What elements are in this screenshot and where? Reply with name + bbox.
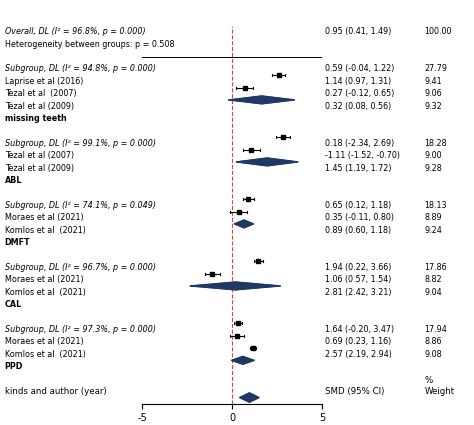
- Text: CAL: CAL: [5, 300, 22, 309]
- Text: Komlos et al  (2021): Komlos et al (2021): [5, 226, 86, 235]
- Text: Subgroup, DL (I² = 74.1%, p = 0.049): Subgroup, DL (I² = 74.1%, p = 0.049): [5, 201, 156, 210]
- Text: 0.95 (0.41, 1.49): 0.95 (0.41, 1.49): [325, 27, 391, 36]
- Text: Tezal et al (2009): Tezal et al (2009): [5, 164, 74, 173]
- Text: SMD (95% CI): SMD (95% CI): [325, 387, 384, 396]
- Text: 2.81 (2.42, 3.21): 2.81 (2.42, 3.21): [325, 288, 391, 297]
- Text: Overall, DL (I² = 96.8%, p = 0.000): Overall, DL (I² = 96.8%, p = 0.000): [5, 27, 146, 36]
- Text: 0.59 (-0.04, 1.22): 0.59 (-0.04, 1.22): [325, 65, 394, 74]
- Text: Laprise et al (2016): Laprise et al (2016): [5, 77, 83, 86]
- Text: Subgroup, DL (I² = 97.3%, p = 0.000): Subgroup, DL (I² = 97.3%, p = 0.000): [5, 325, 156, 334]
- Text: 9.08: 9.08: [424, 350, 442, 359]
- Text: 9.04: 9.04: [424, 288, 442, 297]
- Polygon shape: [236, 158, 298, 166]
- Text: Moraes et al (2021): Moraes et al (2021): [5, 275, 83, 284]
- Text: kinds and author (year): kinds and author (year): [5, 387, 106, 396]
- Text: Subgroup, DL (I² = 94.8%, p = 0.000): Subgroup, DL (I² = 94.8%, p = 0.000): [5, 65, 156, 74]
- Text: Komlos et al  (2021): Komlos et al (2021): [5, 350, 86, 359]
- Text: 1.14 (0.97, 1.31): 1.14 (0.97, 1.31): [325, 77, 391, 86]
- Text: DMFT: DMFT: [5, 238, 30, 247]
- Text: 9.32: 9.32: [424, 102, 442, 111]
- Text: Weight: Weight: [424, 387, 455, 396]
- Text: 18.28: 18.28: [424, 139, 447, 148]
- Text: 9.24: 9.24: [424, 226, 442, 235]
- Text: PPD: PPD: [5, 362, 23, 371]
- Text: 0.89 (0.60, 1.18): 0.89 (0.60, 1.18): [325, 226, 391, 235]
- Text: %: %: [424, 376, 432, 385]
- Text: 17.94: 17.94: [424, 325, 447, 334]
- Text: 0.32 (0.08, 0.56): 0.32 (0.08, 0.56): [325, 102, 391, 111]
- Text: 0.18 (-2.34, 2.69): 0.18 (-2.34, 2.69): [325, 139, 394, 148]
- Text: 8.89: 8.89: [424, 213, 442, 222]
- Text: 1.94 (0.22, 3.66): 1.94 (0.22, 3.66): [325, 263, 391, 272]
- Text: 0.27 (-0.12, 0.65): 0.27 (-0.12, 0.65): [325, 89, 394, 98]
- Polygon shape: [228, 96, 295, 104]
- Text: Moraes et al (2021): Moraes et al (2021): [5, 337, 83, 346]
- Text: 17.86: 17.86: [424, 263, 447, 272]
- Text: 0.69 (0.23, 1.16): 0.69 (0.23, 1.16): [325, 337, 391, 346]
- Text: 9.06: 9.06: [424, 89, 442, 98]
- Text: Tezal et al (2007): Tezal et al (2007): [5, 151, 74, 160]
- Text: 100.00: 100.00: [424, 27, 452, 36]
- Text: Moraes et al (2021): Moraes et al (2021): [5, 213, 83, 222]
- Text: Subgroup, DL (I² = 96.7%, p = 0.000): Subgroup, DL (I² = 96.7%, p = 0.000): [5, 263, 156, 272]
- Text: ABL: ABL: [5, 176, 22, 185]
- Text: -1.11 (-1.52, -0.70): -1.11 (-1.52, -0.70): [325, 151, 400, 160]
- Text: 1.45 (1.19, 1.72): 1.45 (1.19, 1.72): [325, 164, 391, 173]
- Text: 18.13: 18.13: [424, 201, 447, 210]
- Text: 8.86: 8.86: [424, 337, 442, 346]
- Text: 1.64 (-0.20, 3.47): 1.64 (-0.20, 3.47): [325, 325, 394, 334]
- Polygon shape: [231, 357, 254, 364]
- Text: Tezal et al (2009): Tezal et al (2009): [5, 102, 74, 111]
- Text: missing teeth: missing teeth: [5, 114, 66, 123]
- Text: 0.35 (-0.11, 0.80): 0.35 (-0.11, 0.80): [325, 213, 394, 222]
- Text: Heterogeneity between groups: p = 0.508: Heterogeneity between groups: p = 0.508: [5, 40, 174, 48]
- Text: 9.41: 9.41: [424, 77, 442, 86]
- Polygon shape: [190, 282, 281, 290]
- Polygon shape: [240, 393, 259, 402]
- Text: 2.57 (2.19, 2.94): 2.57 (2.19, 2.94): [325, 350, 392, 359]
- Polygon shape: [235, 220, 254, 228]
- Text: Komlos et al  (2021): Komlos et al (2021): [5, 288, 86, 297]
- Text: 9.00: 9.00: [424, 151, 442, 160]
- Text: 0.65 (0.12, 1.18): 0.65 (0.12, 1.18): [325, 201, 391, 210]
- Text: 9.28: 9.28: [424, 164, 442, 173]
- Text: 8.82: 8.82: [424, 275, 442, 284]
- Text: Subgroup, DL (I² = 99.1%, p = 0.000): Subgroup, DL (I² = 99.1%, p = 0.000): [5, 139, 156, 148]
- Text: Tezal et al  (2007): Tezal et al (2007): [5, 89, 76, 98]
- Text: 1.06 (0.57, 1.54): 1.06 (0.57, 1.54): [325, 275, 391, 284]
- Text: 27.79: 27.79: [424, 65, 447, 74]
